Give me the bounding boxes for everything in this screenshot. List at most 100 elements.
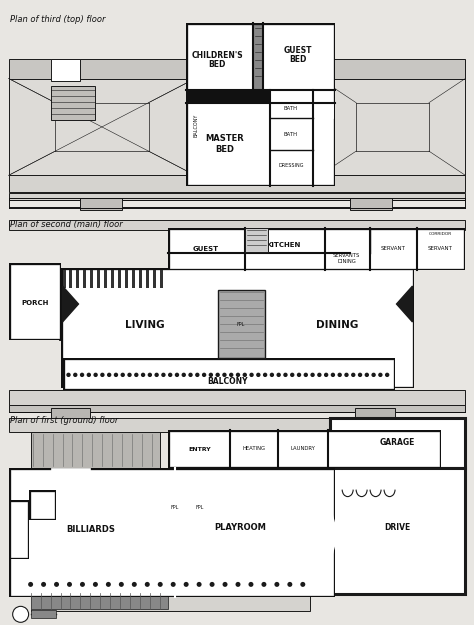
Circle shape (385, 372, 389, 377)
Circle shape (372, 372, 376, 377)
Circle shape (182, 372, 186, 377)
Text: BATH: BATH (284, 106, 298, 111)
Circle shape (54, 582, 59, 587)
Circle shape (66, 372, 71, 377)
Circle shape (249, 372, 254, 377)
Text: KITCHEN: KITCHEN (267, 242, 301, 248)
Circle shape (236, 372, 240, 377)
Bar (64, 360, 392, 388)
Text: FPL: FPL (171, 505, 179, 510)
Circle shape (365, 372, 369, 377)
Text: BATH: BATH (284, 132, 298, 137)
Bar (63, 358, 394, 390)
Circle shape (171, 582, 176, 587)
Circle shape (183, 582, 189, 587)
Text: Plan of third (top) floor: Plan of third (top) floor (9, 14, 105, 24)
Bar (270, 91, 333, 118)
Circle shape (283, 372, 288, 377)
Bar (9, 79, 195, 175)
Bar (63, 270, 412, 386)
Circle shape (229, 372, 233, 377)
Circle shape (145, 582, 150, 587)
Circle shape (378, 372, 383, 377)
Text: ENTRY: ENTRY (189, 448, 211, 452)
Bar (132, 270, 135, 288)
Text: DRIVE: DRIVE (384, 523, 410, 532)
Bar (139, 270, 142, 288)
Bar (270, 151, 313, 184)
Circle shape (141, 372, 145, 377)
Circle shape (120, 372, 125, 377)
Text: BILLIARDS: BILLIARDS (66, 525, 115, 534)
Bar (9, 193, 465, 200)
Bar (263, 24, 333, 91)
Text: BALCONY: BALCONY (207, 378, 247, 386)
Circle shape (114, 372, 118, 377)
Circle shape (337, 372, 342, 377)
Bar (9, 418, 465, 432)
Bar (186, 22, 335, 186)
Bar (170, 432, 439, 466)
Bar (320, 79, 465, 175)
Circle shape (276, 372, 281, 377)
Text: MASTER: MASTER (206, 134, 245, 143)
Ellipse shape (285, 494, 335, 574)
Bar (9, 59, 465, 79)
Text: BED: BED (289, 55, 307, 64)
Text: DINING: DINING (316, 320, 358, 330)
Text: CHILDREN'S: CHILDREN'S (191, 51, 243, 60)
Circle shape (222, 582, 228, 587)
Bar (61, 268, 414, 388)
Bar (51, 468, 91, 489)
Text: Plan of second (main) floor: Plan of second (main) floor (9, 220, 122, 229)
Circle shape (93, 372, 98, 377)
Bar (76, 270, 80, 288)
Text: BED: BED (209, 60, 226, 69)
Bar (83, 270, 86, 288)
Text: LAUNDRY: LAUNDRY (291, 446, 315, 451)
Bar (118, 270, 121, 288)
Bar (153, 270, 156, 288)
Bar (188, 24, 253, 91)
Circle shape (134, 372, 138, 377)
Text: SERVANT: SERVANT (381, 246, 406, 251)
Text: LIVING: LIVING (126, 320, 165, 330)
Bar (9, 390, 465, 405)
Bar (81, 198, 122, 210)
Circle shape (317, 372, 321, 377)
Text: CORRIDOR: CORRIDOR (429, 232, 452, 236)
Circle shape (175, 372, 179, 377)
Circle shape (351, 372, 356, 377)
Circle shape (13, 606, 28, 622)
Bar (28, 489, 55, 519)
Circle shape (290, 372, 294, 377)
Polygon shape (63, 286, 79, 322)
Circle shape (297, 372, 301, 377)
Circle shape (155, 372, 159, 377)
Bar (330, 468, 465, 594)
Text: GUEST: GUEST (193, 246, 219, 252)
Circle shape (243, 372, 247, 377)
Circle shape (161, 372, 165, 377)
Circle shape (67, 582, 72, 587)
Circle shape (87, 372, 91, 377)
Circle shape (119, 582, 124, 587)
Bar (11, 502, 27, 558)
Text: SERVANT: SERVANT (428, 246, 453, 251)
Circle shape (132, 582, 137, 587)
Bar (98, 270, 100, 288)
Bar (168, 228, 465, 270)
Circle shape (287, 582, 292, 587)
Circle shape (148, 372, 152, 377)
Text: PLAYROOM: PLAYROOM (214, 523, 266, 532)
Bar (9, 263, 61, 340)
Polygon shape (397, 286, 412, 322)
Circle shape (236, 582, 240, 587)
Circle shape (358, 372, 362, 377)
Bar (270, 118, 313, 151)
Circle shape (93, 582, 98, 587)
Bar (313, 104, 333, 184)
Text: DRESSING: DRESSING (278, 163, 303, 168)
Bar (51, 86, 95, 121)
Circle shape (73, 372, 77, 377)
